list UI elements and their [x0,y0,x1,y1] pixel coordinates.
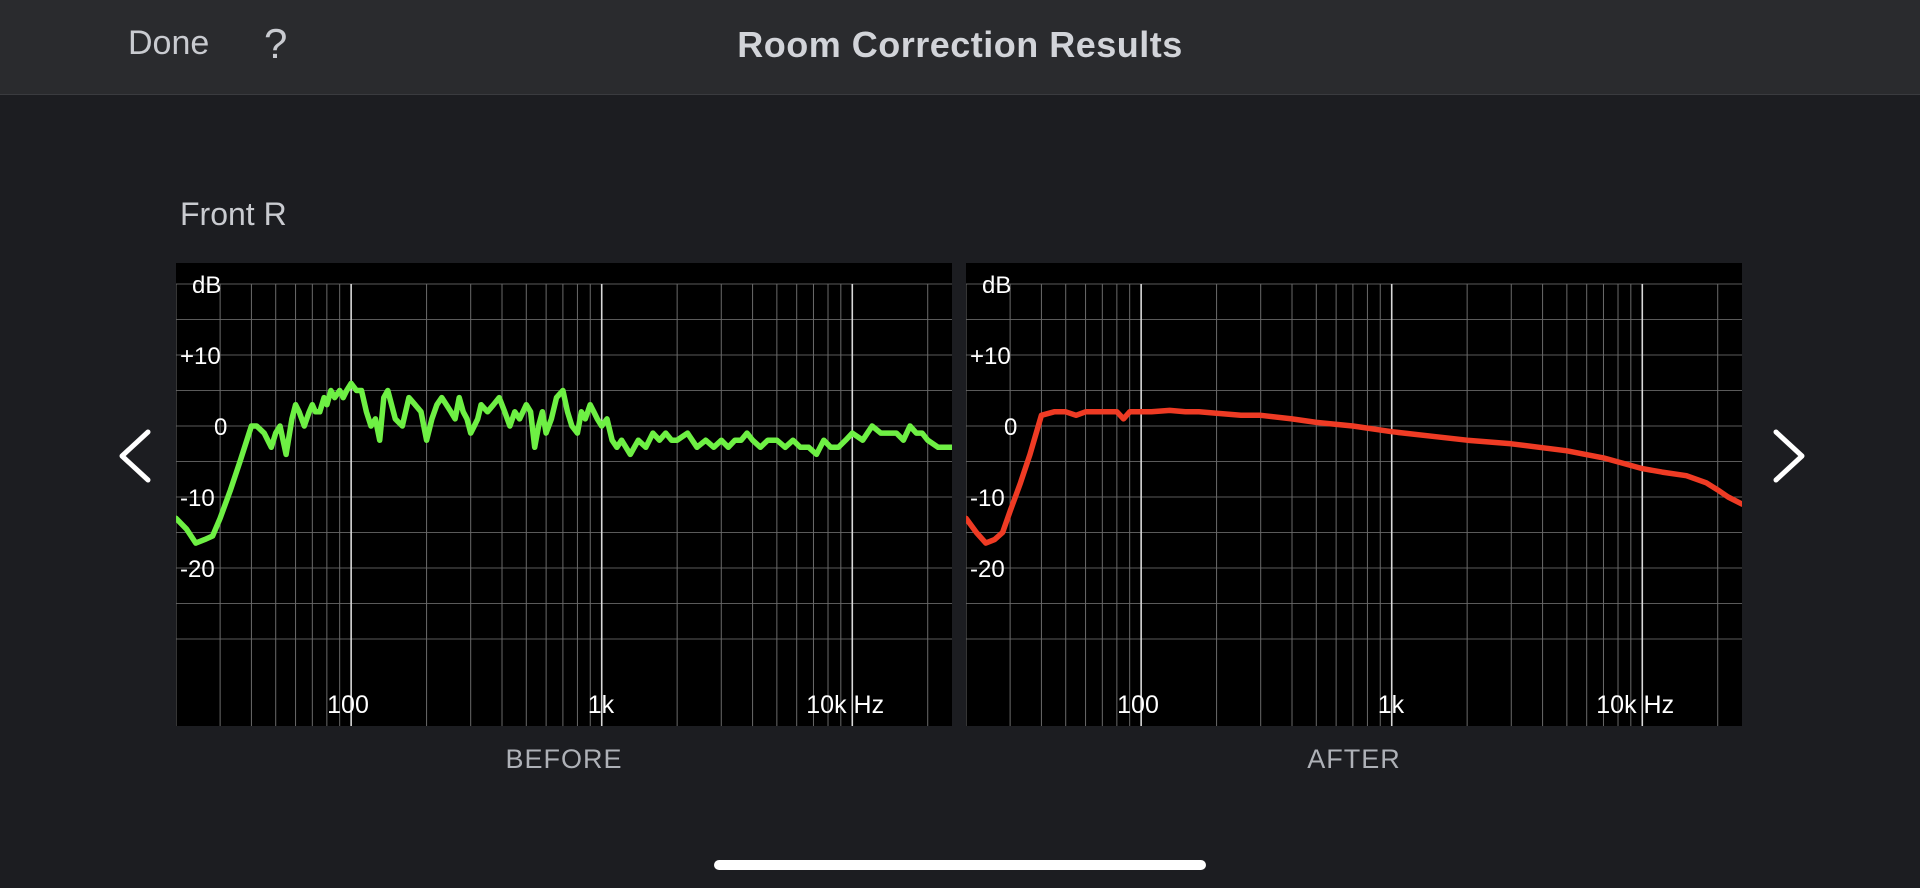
x-tick-label: 1k [1378,691,1405,719]
x-tick-label: 100 [327,691,369,719]
x-tick-label: 100 [1117,691,1159,719]
y-tick-label: +10 [970,343,1011,370]
y-tick-label: -10 [970,485,1005,512]
after-caption: AFTER [1307,744,1401,774]
done-button[interactable]: Done [128,24,210,62]
home-indicator [714,860,1206,870]
x-tick-label: 10k Hz [806,691,884,719]
top-navigation-bar: Done ? Room Correction Results [0,0,1920,95]
x-tick-label: 1k [588,691,615,719]
y-tick-label: +10 [180,343,221,370]
chevron-left-icon[interactable] [108,420,164,492]
y-tick-label: 0 [1004,414,1017,441]
response-curve-line [176,380,952,546]
response-curve-line [966,407,1742,546]
y-tick-label: -20 [970,556,1005,583]
speaker-channel-label: Front R [180,196,287,232]
y-tick-label: dB [192,272,221,299]
x-tick-label: 10k Hz [1596,691,1674,719]
chart-grid [176,283,952,726]
y-tick-label: -10 [180,485,215,512]
chart-grid [966,283,1742,726]
chevron-right-icon[interactable] [1760,420,1816,492]
before-frequency-chart: dB +10 0 -10 -20 100 1k 10k Hz [176,263,952,726]
page-title: Room Correction Results [737,24,1183,65]
before-caption: BEFORE [505,744,623,774]
y-tick-label: -20 [180,556,215,583]
after-frequency-chart: dB +10 0 -10 -20 100 1k 10k Hz [966,263,1742,726]
y-tick-label: 0 [214,414,227,441]
y-tick-label: dB [982,272,1011,299]
help-button[interactable]: ? [264,20,288,67]
